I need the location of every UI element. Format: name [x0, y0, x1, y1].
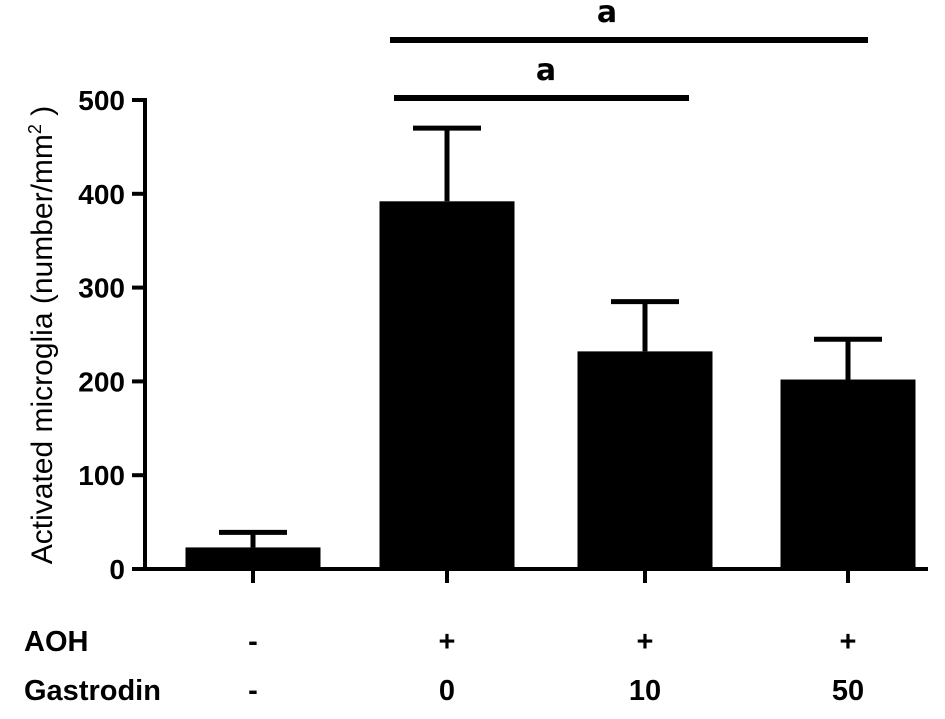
y-tick-label: 100 [78, 460, 125, 491]
gastrodin-value: 50 [832, 675, 864, 707]
bars [185, 125, 916, 569]
bar [577, 351, 713, 569]
gastrodin-value: - [248, 675, 258, 707]
y-tick-label: 400 [78, 179, 125, 210]
y-tick-label: 300 [78, 273, 125, 304]
significance-brackets: aa [390, 0, 868, 101]
aoh-value: + [637, 626, 654, 658]
row-label-gastrodin: Gastrodin [24, 675, 161, 707]
aoh-value: + [840, 626, 857, 658]
condition-labels: AOH Gastrodin - - +0 +10 +50 [24, 626, 864, 707]
y-tick-label: 200 [78, 366, 125, 397]
bar [379, 201, 515, 569]
gastrodin-value: 10 [629, 675, 661, 707]
aoh-value: - [248, 626, 258, 658]
aoh-value: + [439, 626, 456, 658]
bar [185, 547, 321, 569]
y-axis-label: Activated microglia (number/mm2 ) [25, 106, 59, 564]
significance-label: a [536, 53, 556, 88]
y-tick-label: 0 [109, 554, 125, 585]
gastrodin-value: 0 [439, 675, 455, 707]
row-label-aoh: AOH [24, 626, 88, 658]
significance-label: a [597, 0, 617, 30]
y-tick-label: 500 [78, 85, 125, 116]
bar [780, 379, 916, 569]
